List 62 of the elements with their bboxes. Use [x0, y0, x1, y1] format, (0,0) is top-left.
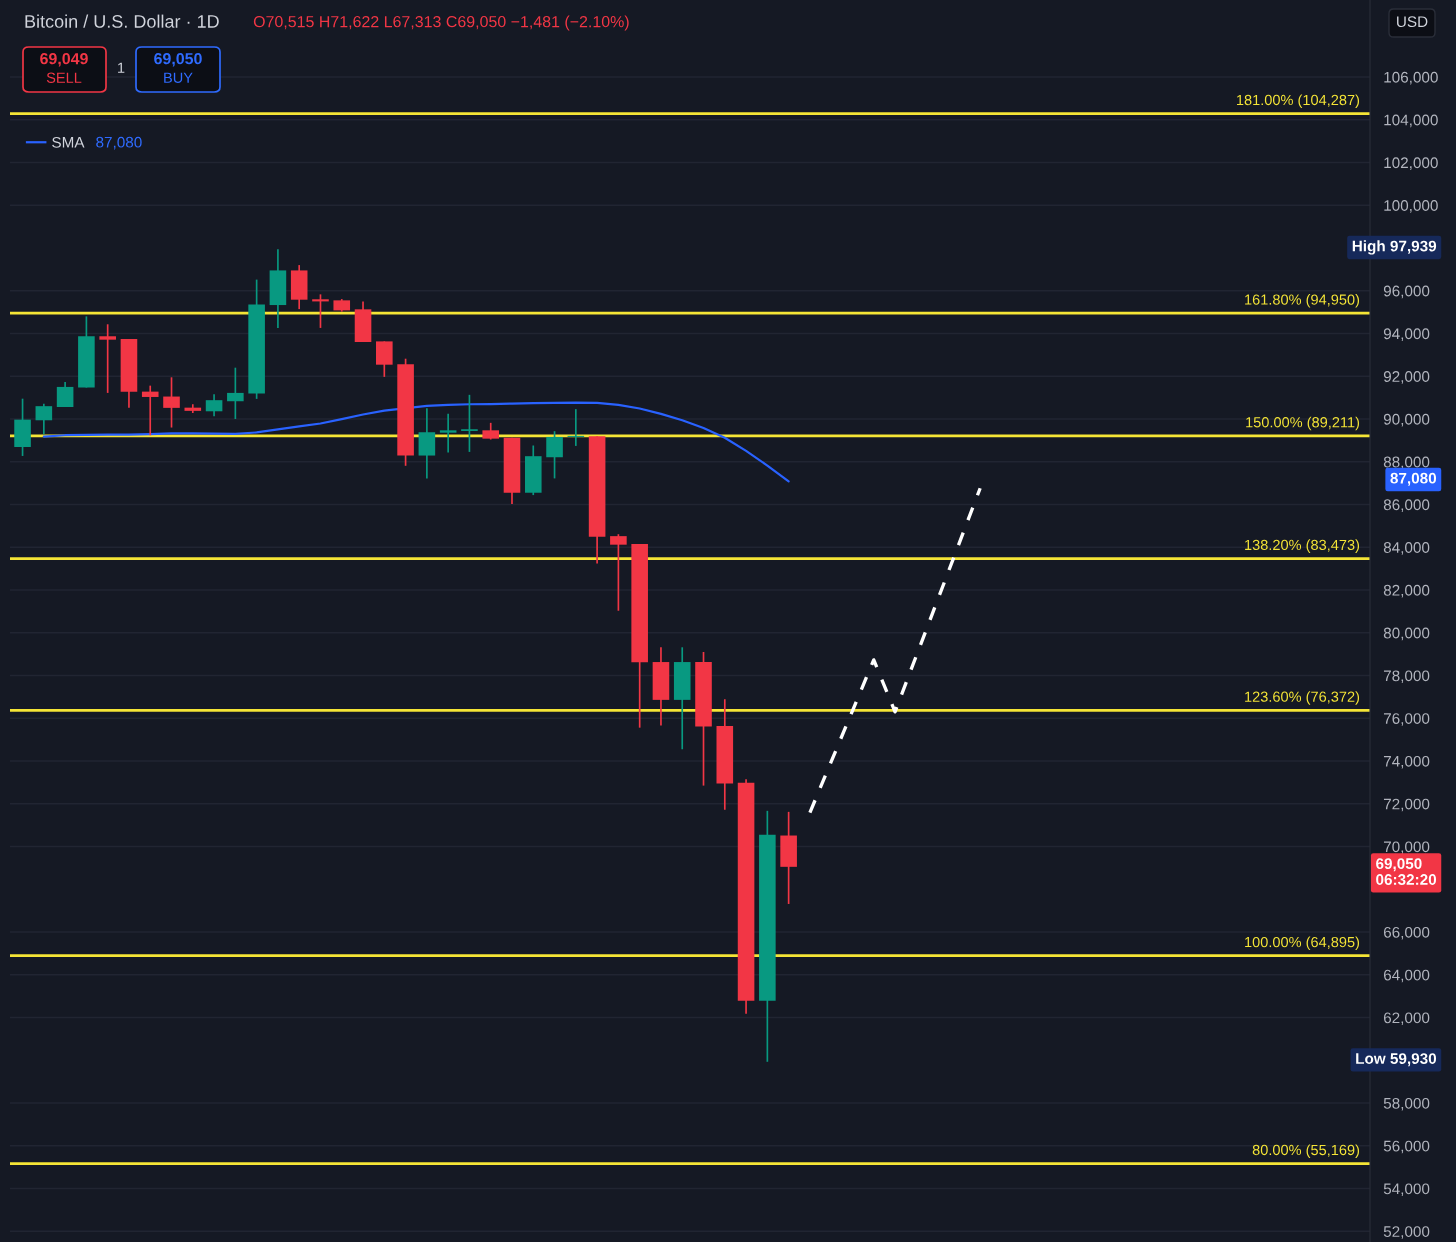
y-tick-label: 90,000 — [1383, 413, 1430, 427]
y-tick-label: 84,000 — [1383, 542, 1430, 555]
y-tick-label: 96,000 — [1383, 285, 1430, 299]
y-tick-label: 62,000 — [1383, 1012, 1430, 1026]
annotation: Low 59,930 — [1356, 1053, 1437, 1067]
text: 69,050 06:32:20 — [1376, 858, 1437, 885]
y-tick-label: 104,000 — [1384, 114, 1438, 128]
text: USD — [1397, 16, 1428, 28]
candlestick — [439, 412, 457, 454]
y-tick-label: 106,000 — [1384, 71, 1438, 85]
annotation: 1 — [118, 62, 125, 73]
y-tick-label: 82,000 — [1383, 584, 1430, 598]
y-tick-label: 74,000 — [1383, 755, 1430, 769]
annotation: 69,049 — [40, 52, 88, 67]
y-tick-label: 86,000 — [1383, 499, 1430, 512]
ref-line-label: 181.00% (104,287) — [1237, 94, 1360, 109]
ref-line-label: 150.00% (89,211) — [1246, 416, 1360, 431]
candlestick — [461, 393, 478, 453]
text: 87,080 — [1390, 472, 1437, 486]
y-tick-label: 56,000 — [1383, 1140, 1430, 1154]
candlestick — [376, 340, 393, 378]
ref-line-label: 123.60% (76,372) — [1245, 691, 1360, 705]
text: Bitcoin / U.S. Dollar · 1D — [25, 14, 219, 28]
ref-line-label: 100.00% (64,895) — [1245, 936, 1360, 951]
y-tick-label: 100,000 — [1384, 200, 1438, 213]
annotation: High 97,939 — [1352, 240, 1437, 255]
y-tick-label: 72,000 — [1383, 798, 1430, 812]
ref-line-label: 80.00% (55,169) — [1252, 1144, 1360, 1159]
y-tick-label: 94,000 — [1383, 328, 1430, 341]
line-series — [808, 486, 982, 815]
y-tick-label: 102,000 — [1384, 157, 1438, 170]
y-tick-label: 70,000 — [1383, 841, 1430, 855]
legend-label: SMA — [52, 136, 85, 148]
candlestick — [227, 366, 244, 420]
ref-line-label: 161.80% (94,950) — [1245, 294, 1360, 308]
candlestick — [56, 381, 74, 408]
candlestick — [205, 393, 223, 418]
candlestick — [610, 533, 627, 612]
candlestick — [99, 323, 116, 394]
y-tick-label: 88,000 — [1383, 456, 1430, 470]
candlestick — [418, 407, 436, 480]
annotation: SELL — [46, 72, 82, 83]
y-tick-label: 92,000 — [1383, 371, 1430, 384]
candlestick — [312, 293, 329, 329]
y-tick-label: 80,000 — [1383, 627, 1430, 641]
annotation: 87,080 — [96, 136, 142, 150]
candlestick — [141, 384, 159, 437]
ref-line-label: 138.20% (83,473) — [1245, 539, 1360, 553]
candlestick — [163, 376, 180, 429]
y-tick-label: 52,000 — [1383, 1226, 1430, 1239]
y-tick-label: 78,000 — [1383, 670, 1430, 683]
y-tick-label: 76,000 — [1383, 713, 1430, 726]
y-tick-label: 64,000 — [1383, 969, 1430, 983]
y-tick-label: 54,000 — [1383, 1183, 1430, 1197]
annotation: BUY — [164, 72, 193, 83]
line-series — [42, 401, 790, 483]
candlestick — [546, 430, 563, 480]
annotation: 69,050 — [154, 52, 202, 67]
y-tick-label: 66,000 — [1383, 926, 1430, 940]
candlestick — [35, 402, 53, 436]
y-tick-label: 58,000 — [1383, 1097, 1430, 1111]
text: O70,515 H71,622 L67,313 C69,050 −1,481 (−2.10%) — [253, 15, 629, 31]
